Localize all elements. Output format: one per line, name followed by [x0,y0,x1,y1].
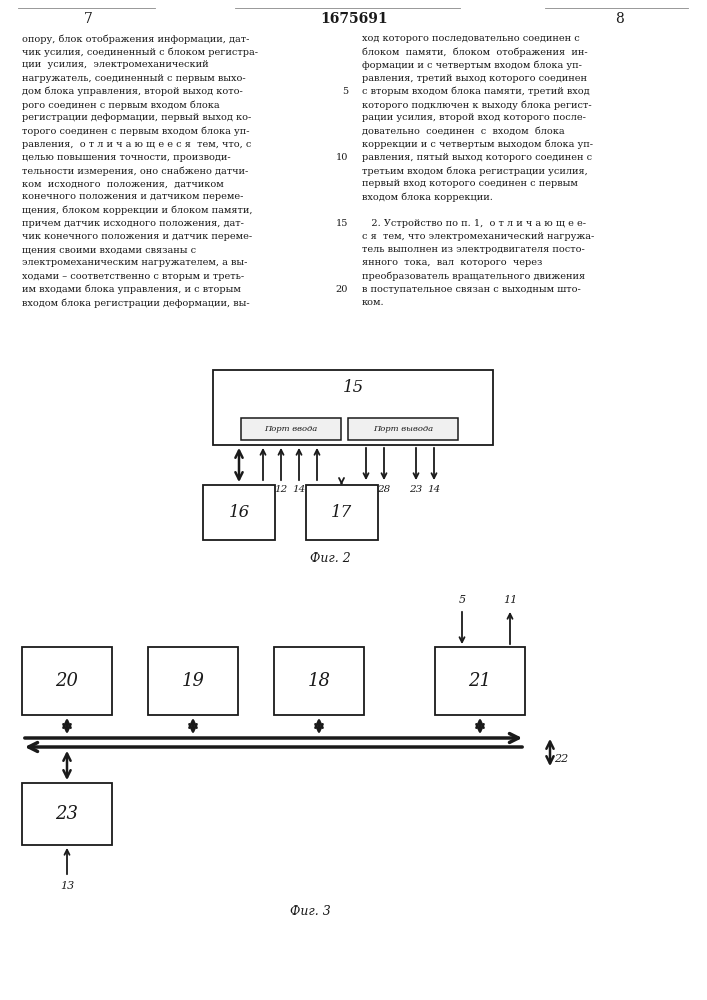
Text: чик конечного положения и датчик переме-: чик конечного положения и датчик переме- [22,232,252,241]
Bar [241,418,341,440]
Text: входом блока регистрации деформации, вы-: входом блока регистрации деформации, вы- [22,298,250,308]
Text: 8: 8 [614,12,624,26]
Bar [213,370,493,445]
Text: довательно  соединен  с  входом  блока: довательно соединен с входом блока [362,126,565,135]
Text: с я  тем, что электромеханический нагружа-: с я тем, что электромеханический нагружа… [362,232,595,241]
Text: равления, пятый выход которого соединен с: равления, пятый выход которого соединен … [362,153,592,162]
Text: ком  исходного  положения,  датчиком: ком исходного положения, датчиком [22,179,223,188]
Text: 22: 22 [359,485,373,494]
Text: преобразователь вращательного движения: преобразователь вращательного движения [362,272,585,281]
Text: ции  усилия,  электромеханический: ции усилия, электромеханический [22,60,209,69]
Text: янного  тока,  вал  которого  через: янного тока, вал которого через [362,258,542,267]
Bar [203,485,275,540]
Text: 17: 17 [331,504,352,521]
Bar [305,485,378,540]
Text: целью повышения точности, производи-: целью повышения точности, производи- [22,153,230,162]
Text: причем датчик исходного положения, дат-: причем датчик исходного положения, дат- [22,219,244,228]
Text: 11: 11 [503,595,517,605]
Text: входом блока коррекции.: входом блока коррекции. [362,192,493,202]
Text: 7: 7 [83,12,93,26]
Text: ком.: ком. [362,298,385,307]
Text: 5: 5 [342,87,348,96]
Bar [22,647,112,715]
Bar [22,783,112,845]
Text: с вторым входом блока памяти, третий вход: с вторым входом блока памяти, третий вхо… [362,87,590,96]
Bar [274,647,364,715]
Text: им входами блока управления, и с вторым: им входами блока управления, и с вторым [22,285,241,294]
Text: рации усилия, второй вход которого после-: рации усилия, второй вход которого после… [362,113,586,122]
Text: 20: 20 [336,285,348,294]
Text: щения своими входами связаны с: щения своими входами связаны с [22,245,196,254]
Text: 10: 10 [257,485,269,494]
Text: регистрации деформации, первый выход ко-: регистрации деформации, первый выход ко- [22,113,251,122]
Text: коррекции и с четвертым выходом блока уп-: коррекции и с четвертым выходом блока уп… [362,140,593,149]
Bar [348,418,458,440]
Text: блоком  памяти,  блоком  отображения  ин-: блоком памяти, блоком отображения ин- [362,47,588,57]
Text: дом блока управления, второй выход кото-: дом блока управления, второй выход кото- [22,87,243,96]
Text: ход которого последовательно соединен с: ход которого последовательно соединен с [362,34,580,43]
Text: 1675691: 1675691 [320,12,388,26]
Text: 14: 14 [427,485,440,494]
Text: 21: 21 [469,672,491,690]
Text: ходами – соответственно с вторым и треть-: ходами – соответственно с вторым и треть… [22,272,244,281]
Text: 23: 23 [56,805,78,823]
Text: 10: 10 [336,153,348,162]
Text: 23: 23 [409,485,423,494]
Text: тельности измерения, оно снабжено датчи-: тельности измерения, оно снабжено датчи- [22,166,248,176]
Text: Пopт ввода: Пopт ввода [264,425,317,433]
Text: Пopт вывода: Пopт вывода [373,425,433,433]
Text: опору, блок отображения информации, дат-: опору, блок отображения информации, дат- [22,34,250,43]
Text: первый вход которого соединен с первым: первый вход которого соединен с первым [362,179,578,188]
Text: торого соединен с первым входом блока уп-: торого соединен с первым входом блока уп… [22,126,250,136]
Text: 14: 14 [293,485,305,494]
Text: 18: 18 [308,672,330,690]
Text: чик усилия, соединенный с блоком регистра-: чик усилия, соединенный с блоком регистр… [22,47,258,57]
Text: равления,  о т л и ч а ю щ е е с я  тем, что, с: равления, о т л и ч а ю щ е е с я тем, ч… [22,140,252,149]
Text: электромеханическим нагружателем, а вы-: электромеханическим нагружателем, а вы- [22,258,247,267]
Text: 12: 12 [274,485,288,494]
Text: 5: 5 [458,595,466,605]
Bar [435,647,525,715]
Text: равления, третий выход которого соединен: равления, третий выход которого соединен [362,74,587,83]
Text: 15: 15 [342,379,363,396]
Text: щения, блоком коррекции и блоком памяти,: щения, блоком коррекции и блоком памяти, [22,206,252,215]
Text: Фиг. 2: Фиг. 2 [310,552,351,565]
Text: конечного положения и датчиком переме-: конечного положения и датчиком переме- [22,192,243,201]
Text: 28: 28 [378,485,391,494]
Text: 22: 22 [554,754,568,764]
Text: формации и с четвертым входом блока уп-: формации и с четвертым входом блока уп- [362,60,582,70]
Text: 35: 35 [310,485,324,494]
Text: 15: 15 [336,219,348,228]
Text: 19: 19 [182,672,204,690]
Text: рого соединен с первым входом блока: рого соединен с первым входом блока [22,100,220,109]
Text: в поступательное связан с выходным што-: в поступательное связан с выходным што- [362,285,580,294]
Text: 16: 16 [228,504,250,521]
Text: третьим входом блока регистрации усилия,: третьим входом блока регистрации усилия, [362,166,588,176]
Text: тель выполнен из электродвигателя посто-: тель выполнен из электродвигателя посто- [362,245,585,254]
Text: 20: 20 [56,672,78,690]
Text: нагружатель, соединенный с первым выхо-: нагружатель, соединенный с первым выхо- [22,74,245,83]
Bar [148,647,238,715]
Text: Фиг. 3: Фиг. 3 [290,905,330,918]
Text: 2. Устройство по п. 1,  о т л и ч а ю щ е е-: 2. Устройство по п. 1, о т л и ч а ю щ е… [362,219,586,228]
Text: 13: 13 [60,881,74,891]
Text: которого подключен к выходу блока регист-: которого подключен к выходу блока регист… [362,100,592,109]
